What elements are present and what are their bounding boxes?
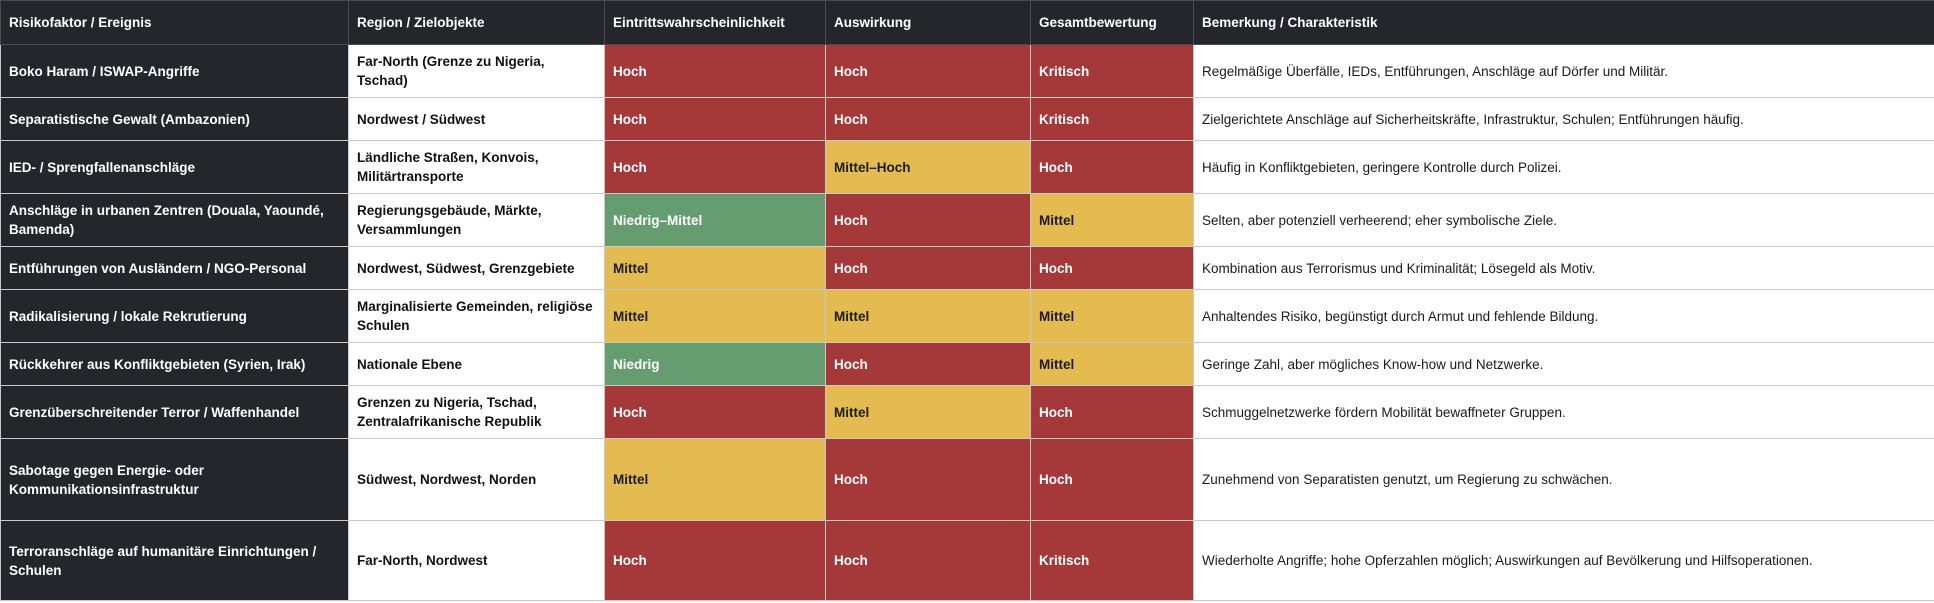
impact-cell: Hoch: [825, 342, 1031, 386]
probability-cell: Mittel: [604, 438, 826, 521]
factor-cell: Grenzüberschreitender Terror / Waffenhan…: [0, 385, 349, 439]
impact-cell: Hoch: [825, 520, 1031, 601]
header-note: Bemerkung / Charakteristik: [1193, 0, 1934, 45]
overall-cell: Hoch: [1030, 438, 1194, 521]
probability-cell: Hoch: [604, 97, 826, 141]
overall-cell: Kritisch: [1030, 44, 1194, 98]
table-row: Grenzüberschreitender Terror / Waffenhan…: [0, 385, 1934, 439]
overall-cell: Hoch: [1030, 140, 1194, 194]
note-cell: Häufig in Konfliktgebieten, geringere Ko…: [1193, 140, 1934, 194]
overall-cell: Kritisch: [1030, 520, 1194, 601]
overall-cell: Kritisch: [1030, 97, 1194, 141]
factor-cell: Boko Haram / ISWAP-Angriffe: [0, 44, 349, 98]
header-region: Region / Zielobjekte: [348, 0, 605, 45]
header-impact: Auswirkung: [825, 0, 1031, 45]
table-row: Entführungen von Ausländern / NGO-Person…: [0, 246, 1934, 290]
table-row: Separatistische Gewalt (Ambazonien) Nord…: [0, 97, 1934, 141]
region-cell: Marginalisierte Gemeinden, religiöse Sch…: [348, 289, 605, 343]
note-cell: Schmuggelnetzwerke fördern Mobilität bew…: [1193, 385, 1934, 439]
region-cell: Ländliche Straßen, Konvois, Militärtrans…: [348, 140, 605, 194]
impact-cell: Hoch: [825, 97, 1031, 141]
probability-cell: Mittel: [604, 289, 826, 343]
note-cell: Regelmäßige Überfälle, IEDs, Entführunge…: [1193, 44, 1934, 98]
region-cell: Far-North (Grenze zu Nigeria, Tschad): [348, 44, 605, 98]
overall-cell: Mittel: [1030, 289, 1194, 343]
table-row: Sabotage gegen Energie- oder Kommunikati…: [0, 438, 1934, 521]
factor-cell: Radikalisierung / lokale Rekrutierung: [0, 289, 349, 343]
impact-cell: Mittel: [825, 289, 1031, 343]
probability-cell: Hoch: [604, 520, 826, 601]
factor-cell: Separatistische Gewalt (Ambazonien): [0, 97, 349, 141]
region-cell: Grenzen zu Nigeria, Tschad, Zentralafrik…: [348, 385, 605, 439]
note-cell: Selten, aber potenziell verheerend; eher…: [1193, 193, 1934, 247]
impact-cell: Hoch: [825, 246, 1031, 290]
table-row: Boko Haram / ISWAP-Angriffe Far-North (G…: [0, 44, 1934, 98]
impact-cell: Mittel: [825, 385, 1031, 439]
overall-cell: Mittel: [1030, 193, 1194, 247]
factor-cell: Rückkehrer aus Konfliktgebieten (Syrien,…: [0, 342, 349, 386]
probability-cell: Niedrig: [604, 342, 826, 386]
table-header: Risikofaktor / Ereignis Region / Zielobj…: [0, 0, 1934, 45]
table-row: Radikalisierung / lokale Rekrutierung Ma…: [0, 289, 1934, 343]
factor-cell: Entführungen von Ausländern / NGO-Person…: [0, 246, 349, 290]
impact-cell: Hoch: [825, 193, 1031, 247]
factor-cell: Sabotage gegen Energie- oder Kommunikati…: [0, 438, 349, 521]
header-overall: Gesamtbewertung: [1030, 0, 1194, 45]
region-cell: Regierungsgebäude, Märkte, Versammlungen: [348, 193, 605, 247]
region-cell: Far-North, Nordwest: [348, 520, 605, 601]
note-cell: Kombination aus Terrorismus und Kriminal…: [1193, 246, 1934, 290]
header-factor: Risikofaktor / Ereignis: [0, 0, 349, 45]
probability-cell: Hoch: [604, 140, 826, 194]
note-cell: Wiederholte Angriffe; hohe Opferzahlen m…: [1193, 520, 1934, 601]
probability-cell: Hoch: [604, 44, 826, 98]
header-row: Risikofaktor / Ereignis Region / Zielobj…: [0, 0, 1934, 45]
note-cell: Zunehmend von Separatisten genutzt, um R…: [1193, 438, 1934, 521]
table-row: Anschläge in urbanen Zentren (Douala, Ya…: [0, 193, 1934, 247]
factor-cell: Anschläge in urbanen Zentren (Douala, Ya…: [0, 193, 349, 247]
impact-cell: Mittel–Hoch: [825, 140, 1031, 194]
note-cell: Zielgerichtete Anschläge auf Sicherheits…: [1193, 97, 1934, 141]
region-cell: Nordwest / Südwest: [348, 97, 605, 141]
probability-cell: Niedrig–Mittel: [604, 193, 826, 247]
overall-cell: Hoch: [1030, 246, 1194, 290]
note-cell: Anhaltendes Risiko, begünstigt durch Arm…: [1193, 289, 1934, 343]
note-cell: Geringe Zahl, aber mögliches Know-how un…: [1193, 342, 1934, 386]
table-row: Terroranschläge auf humanitäre Einrichtu…: [0, 520, 1934, 601]
region-cell: Nordwest, Südwest, Grenzgebiete: [348, 246, 605, 290]
region-cell: Südwest, Nordwest, Norden: [348, 438, 605, 521]
table-row: IED- / Sprengfallenanschläge Ländliche S…: [0, 140, 1934, 194]
table-row: Rückkehrer aus Konfliktgebieten (Syrien,…: [0, 342, 1934, 386]
overall-cell: Mittel: [1030, 342, 1194, 386]
probability-cell: Mittel: [604, 246, 826, 290]
impact-cell: Hoch: [825, 44, 1031, 98]
table-body: Boko Haram / ISWAP-Angriffe Far-North (G…: [0, 44, 1934, 601]
impact-cell: Hoch: [825, 438, 1031, 521]
factor-cell: Terroranschläge auf humanitäre Einrichtu…: [0, 520, 349, 601]
factor-cell: IED- / Sprengfallenanschläge: [0, 140, 349, 194]
region-cell: Nationale Ebene: [348, 342, 605, 386]
header-probability: Eintrittswahrscheinlichkeit: [604, 0, 826, 45]
overall-cell: Hoch: [1030, 385, 1194, 439]
probability-cell: Hoch: [604, 385, 826, 439]
